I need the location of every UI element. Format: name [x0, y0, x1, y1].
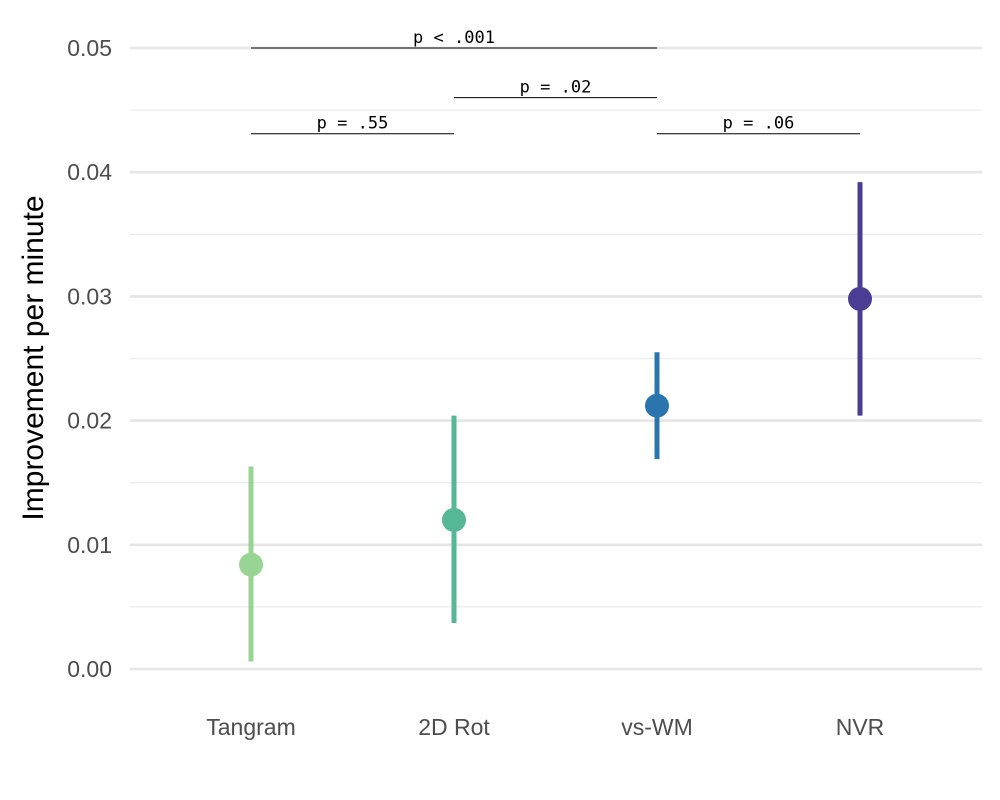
y-tick-label: 0.00 — [67, 656, 112, 682]
y-tick-label: 0.04 — [67, 159, 112, 185]
p-value-label: p = .55 — [317, 114, 389, 134]
x-tick-label: 2D Rot — [418, 714, 490, 740]
x-tick-label: vs-WM — [621, 714, 693, 740]
y-axis-title: Improvement per minute — [17, 195, 50, 520]
grid-lines — [130, 46, 982, 671]
x-tick-label: NVR — [836, 714, 885, 740]
x-axis-ticks: Tangram 2D Rot vs-WM NVR — [206, 714, 884, 740]
y-axis-ticks: 0.00 0.01 0.02 0.03 0.04 0.05 — [67, 35, 112, 682]
p-value-label: p < .001 — [413, 28, 495, 48]
y-tick-label: 0.01 — [67, 532, 112, 558]
y-tick-label: 0.03 — [67, 283, 112, 309]
p-value-label: p = .06 — [723, 114, 795, 134]
y-tick-label: 0.02 — [67, 408, 112, 434]
data-point — [645, 393, 669, 418]
y-tick-label: 0.05 — [67, 35, 112, 61]
data-point — [239, 552, 263, 577]
x-tick-label: Tangram — [206, 714, 295, 740]
p-value-label: p = .02 — [520, 78, 592, 98]
data-point — [442, 507, 466, 532]
data-point — [848, 286, 872, 311]
significance-annotations: p < .001 p = .02 p = .55 p = .06 — [251, 28, 860, 135]
point-ranges — [239, 182, 872, 662]
